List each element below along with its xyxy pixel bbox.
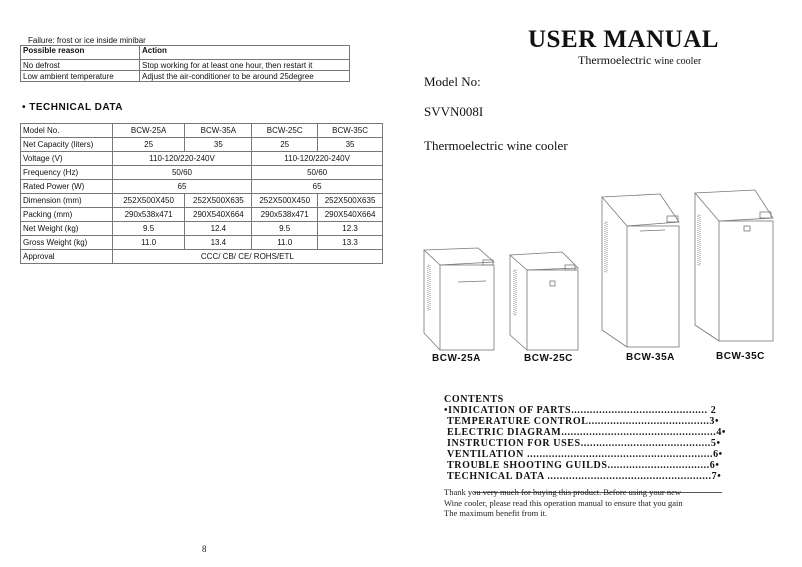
cell: CCC/ CB/ CE/ ROHS/ETL xyxy=(111,249,384,264)
table-of-contents: CONTENTS •INDICATION OF PARTS...........… xyxy=(444,394,726,482)
toc-item[interactable]: ELECTRIC DIAGRAM........................… xyxy=(447,427,727,438)
toc-item[interactable]: INSTRUCTION FOR USES....................… xyxy=(447,438,721,449)
table-row: Voltage (V) 110-120/220-240V 110-120/220-2… xyxy=(20,151,383,166)
intro-line: The maximum benefit from it. xyxy=(444,508,548,518)
wine-cooler-bcw-25a-drawing xyxy=(423,247,496,351)
table-row: Model No. BCW-25A BCW-35A BCW-25C BCW-35C xyxy=(20,123,383,138)
table-row: Packing (mm) 290x538x471 290X540X664 290x53… xyxy=(20,207,383,222)
toc-item[interactable]: TEMPERATURE CONTROL.....................… xyxy=(447,416,720,427)
wine-cooler-bcw-35a-drawing xyxy=(601,193,680,348)
contents-title: CONTENTS xyxy=(444,394,504,405)
intro-text: Thank you very much for buying this prod… xyxy=(444,487,683,519)
table-row: Rated Power (W) 65 65 xyxy=(20,179,383,194)
manual-title: USER MANUAL xyxy=(528,26,719,53)
toc-item[interactable]: TECHNICAL DATA .........................… xyxy=(447,471,722,482)
subtitle-rest: wine cooler xyxy=(654,56,702,67)
page-number: 8 xyxy=(202,544,207,554)
wine-cooler-bcw-25c-drawing xyxy=(509,251,579,351)
table-row: Low ambient temperature Adjust the air-co… xyxy=(20,70,350,82)
spec-table: Model No. BCW-25A BCW-35A BCW-25C BCW-35C Ne… xyxy=(20,123,384,264)
subtitle-main: Thermoelectric xyxy=(578,53,652,67)
intro-line: Thank you very much for buying this prod… xyxy=(444,487,682,497)
divider xyxy=(474,492,722,493)
table-row: Gross Weight (kg) 11.0 13.4 11.0 13.3 xyxy=(20,235,383,250)
model-value: SVVN008I xyxy=(424,104,484,119)
model-label-bcw-35c: BCW-35C xyxy=(716,351,765,362)
product-name: Thermoelectric wine cooler xyxy=(424,138,568,153)
wine-cooler-bcw-35c-drawing xyxy=(694,189,774,342)
model-label-bcw-25a: BCW-25A xyxy=(432,353,481,364)
cell: Low ambient temperature xyxy=(20,70,140,82)
cell: Adjust the air-conditioner to be around … xyxy=(139,70,350,82)
table-row: Approval CCC/ CB/ CE/ ROHS/ETL xyxy=(20,249,384,264)
toc-item[interactable]: VENTILATION ............................… xyxy=(447,449,723,460)
toc-item[interactable]: TROUBLE SHOOTING GUILDS.................… xyxy=(447,460,720,471)
model-label-bcw-35a: BCW-35A xyxy=(626,352,675,363)
failure-table: Possible reason Action No defrost Stop wor… xyxy=(20,45,350,82)
model-label-bcw-25c: BCW-25C xyxy=(524,353,573,364)
failure-title: Failure: frost or ice inside minibar xyxy=(28,36,146,45)
technical-data-heading: • TECHNICAL DATA xyxy=(22,102,123,113)
manual-subtitle: Thermoelectric wine cooler xyxy=(578,53,701,68)
intro-line: Wine cooler, please read this operation … xyxy=(444,497,683,508)
toc-item[interactable]: •INDICATION OF PARTS....................… xyxy=(444,405,717,416)
model-label: Model No: xyxy=(424,74,481,89)
